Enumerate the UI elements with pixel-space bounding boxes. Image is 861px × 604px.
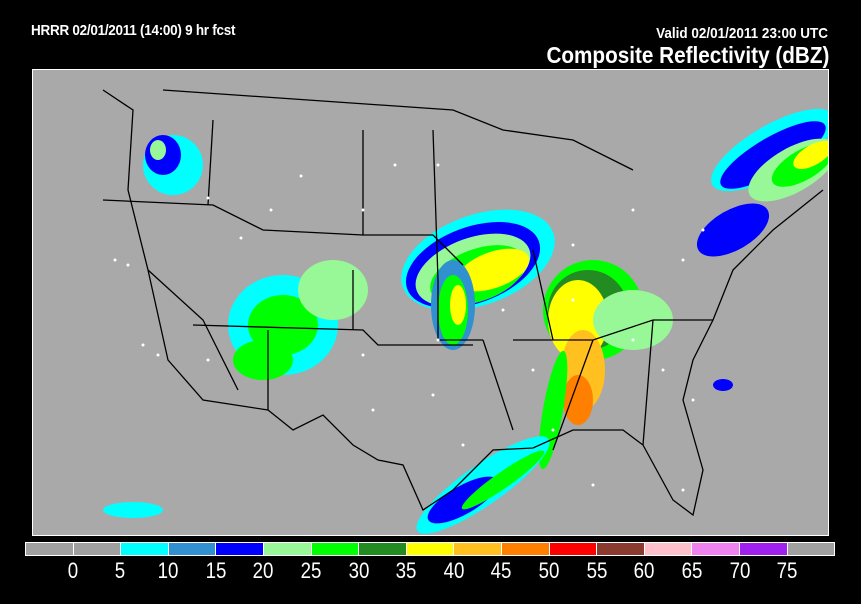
state-boundary [642, 319, 654, 446]
legend-swatch [121, 543, 169, 555]
legend-label: 70 [729, 558, 751, 583]
radar-echo [298, 260, 368, 320]
radar-echo [150, 140, 166, 160]
legend-label: 0 [67, 558, 78, 583]
legend-label: 30 [348, 558, 369, 583]
city-marker [361, 208, 365, 212]
state-boundary [147, 269, 239, 391]
city-marker [239, 236, 243, 240]
legend-swatch [501, 543, 550, 555]
map-canvas [102, 89, 838, 534]
city-marker [661, 368, 665, 372]
city-marker [571, 243, 575, 247]
state-boundary [162, 89, 634, 171]
legend-label: 25 [300, 558, 322, 583]
city-marker [126, 263, 130, 267]
legend-swatch [311, 543, 360, 555]
city-marker [501, 308, 505, 312]
city-marker [156, 353, 160, 357]
radar-echo [456, 248, 530, 292]
legend-swatch [787, 543, 835, 555]
legend-swatch [644, 543, 693, 555]
city-marker [141, 343, 145, 347]
legend-label: 5 [115, 558, 126, 583]
legend-swatch [597, 543, 645, 555]
city-marker [361, 353, 365, 357]
legend-label: 55 [586, 558, 608, 583]
legend-label: 35 [395, 558, 417, 583]
radar-echo [720, 121, 826, 189]
city-marker [571, 298, 575, 302]
city-marker [631, 338, 635, 342]
city-marker [436, 163, 440, 167]
city-marker [113, 258, 117, 262]
legend-label: 60 [634, 558, 655, 583]
city-marker [206, 358, 210, 362]
legend-swatch [692, 543, 740, 555]
city-marker [299, 174, 303, 178]
radar-echo [563, 375, 593, 425]
legend-label: 40 [443, 558, 465, 583]
legend-swatch [549, 543, 598, 555]
legend-swatch [454, 543, 502, 555]
radar-echo [696, 203, 770, 257]
legend-label: 50 [538, 558, 560, 583]
radar-echo [248, 295, 318, 355]
radar-echo [103, 502, 163, 518]
state-boundary [267, 189, 824, 517]
legend-swatch [739, 543, 788, 555]
legend-labels: 0 5 10 15 20 25 30 35 40 45 50 55 60 65 70 75 [0, 558, 861, 588]
run-info: HRRR 02/01/2011 (14:00) 9 hr fcst [31, 22, 236, 39]
legend-swatch [359, 543, 407, 555]
state-boundary [207, 119, 214, 206]
legend-swatch [216, 543, 264, 555]
legend-label: 65 [681, 558, 703, 583]
state-boundary [192, 324, 473, 346]
city-marker [436, 338, 440, 342]
state-boundary [432, 129, 483, 341]
legend-label: 45 [491, 558, 512, 583]
city-marker [393, 163, 397, 167]
city-marker [591, 483, 595, 487]
city-marker [371, 408, 375, 412]
legend-swatch [26, 543, 74, 555]
radar-echo [450, 285, 466, 325]
legend-swatch [263, 543, 312, 555]
city-marker [691, 398, 695, 402]
city-marker [531, 368, 535, 372]
legend-label: 15 [205, 558, 226, 583]
city-marker [431, 393, 435, 397]
city-marker [269, 208, 273, 212]
state-boundary [102, 199, 464, 266]
state-boundary [532, 249, 554, 341]
radar-echo [461, 450, 545, 510]
legend-label: 10 [157, 558, 179, 583]
valid-time: Valid 02/01/2011 23:00 UTC [656, 25, 828, 42]
radar-map [32, 69, 838, 536]
radar-echo [593, 290, 673, 350]
radar-echo [793, 141, 833, 169]
legend-label: 20 [252, 558, 274, 583]
legend-swatch [406, 543, 455, 555]
radar-echo [233, 340, 293, 380]
city-marker [206, 196, 210, 200]
city-marker [461, 443, 465, 447]
city-marker [681, 488, 685, 492]
legend-swatch [168, 543, 217, 555]
legend-swatch [73, 543, 122, 555]
legend-label: 75 [776, 558, 798, 583]
city-marker [551, 428, 555, 432]
color-legend [25, 542, 835, 556]
city-marker [701, 228, 705, 232]
radar-echo [713, 379, 733, 391]
chart-title: Composite Reflectivity (dBZ) [546, 42, 829, 68]
city-marker [631, 208, 635, 212]
city-marker [681, 258, 685, 262]
state-boundary [482, 339, 514, 431]
state-boundary [552, 339, 594, 451]
